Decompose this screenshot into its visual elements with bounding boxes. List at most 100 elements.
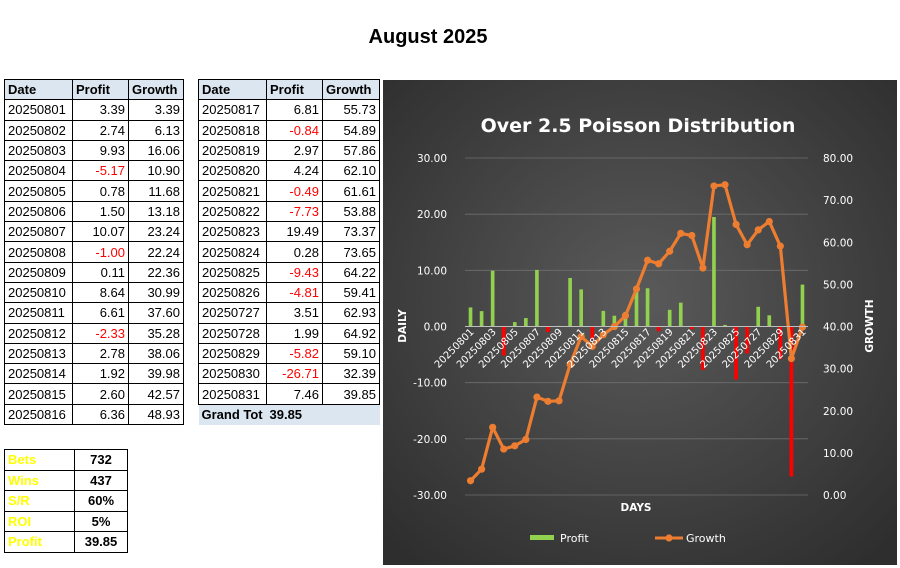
date-cell: 20250823: [198, 221, 267, 243]
growth-cell: 59.10: [322, 342, 380, 365]
y2-tick-label: 40.00: [823, 322, 853, 334]
growth-point: [688, 231, 696, 240]
grand-total-row: Grand Tot 39.85: [198, 404, 380, 425]
y-tick-label: -10.00: [413, 378, 447, 390]
growth-point: [643, 256, 652, 264]
y2-tick-label: 30.00: [823, 364, 853, 376]
profit-bar: [479, 311, 484, 327]
growth-point: [732, 220, 740, 229]
growth-cell: 73.65: [322, 241, 380, 263]
y-tick-label: -20.00: [413, 434, 447, 446]
growth-point: [721, 181, 729, 189]
growth-point: [677, 229, 685, 238]
profit-cell: 3.51: [266, 302, 323, 324]
date-cell: 20250809: [4, 261, 73, 283]
growth-cell: 22.36: [128, 261, 184, 283]
profit-cell: 10.07: [72, 221, 129, 243]
legend-marker-growth: [665, 534, 673, 542]
profit-cell: 2.60: [72, 383, 129, 405]
date-cell: 20250810: [4, 281, 73, 304]
profit-bar: [701, 326, 705, 370]
y-tick-label: 10.00: [417, 265, 447, 277]
table-row: 20250727 3.51 62.93: [198, 302, 380, 324]
table-row: 20250809 0.11 22.36: [4, 261, 184, 283]
date-cell: 20250805: [4, 180, 73, 202]
growth-point: [776, 242, 784, 250]
date-cell: 20250824: [198, 241, 267, 263]
growth-cell: 6.13: [128, 119, 184, 141]
grand-total-value: 39.85: [266, 404, 323, 425]
profit-cell: -26.71: [266, 363, 323, 385]
chart-panel: Over 2.5 Poisson Distribution 30.00 20.00…: [383, 80, 897, 565]
profit-cell: 2.97: [266, 139, 323, 162]
growth-cell: 61.61: [322, 180, 380, 202]
header-profit: Profit: [266, 78, 323, 101]
profit-bar: [468, 307, 473, 327]
profit-bar: [667, 309, 672, 327]
summary-value: 5%: [74, 510, 128, 532]
profit-cell: 1.92: [72, 363, 129, 385]
table-header-row: Date Profit Growth: [4, 78, 184, 101]
profit-bar: [579, 289, 584, 327]
profit-cell: 8.64: [72, 281, 129, 304]
growth-point: [798, 323, 807, 331]
date-cell: 20250806: [4, 200, 73, 223]
profit-cell: -0.49: [266, 180, 323, 202]
y2-tick-label: 50.00: [823, 279, 853, 291]
date-cell: 20250815: [4, 383, 73, 405]
profit-bar: [734, 326, 738, 380]
summary-label: Wins: [4, 469, 75, 491]
summary-row: S/R 60%: [4, 490, 128, 512]
table-row: 20250818 -0.84 54.89: [198, 119, 380, 141]
profit-cell: 1.99: [266, 322, 323, 344]
profit-cell: -0.84: [266, 119, 323, 141]
profit-cell: -5.17: [72, 160, 129, 182]
date-cell: 20250820: [198, 160, 267, 182]
table-row: 20250804 -5.17 10.90: [4, 160, 184, 182]
results-table-right: Date Profit Growth 20250817 6.81 55.73 2025…: [198, 78, 380, 425]
table-row: 20250817 6.81 55.73: [198, 99, 380, 121]
profit-bar: [778, 326, 783, 360]
legend-label-growth: Growth: [686, 532, 726, 545]
grand-total-label: Grand Tot: [198, 404, 267, 425]
table-row: 20250821 -0.49 61.61: [198, 180, 380, 202]
profit-bar: [612, 315, 617, 327]
profit-cell: -2.33: [72, 322, 129, 344]
table-row: 20250823 19.49 73.37: [198, 221, 380, 243]
profit-cell: 4.24: [266, 160, 323, 182]
growth-point: [710, 182, 718, 190]
table-row: 20250819 2.97 57.86: [198, 139, 380, 162]
growth-point: [754, 226, 762, 234]
growth-cell: 39.98: [128, 363, 184, 385]
summary-row: Wins 437: [4, 469, 128, 491]
page-title: August 2025: [368, 26, 488, 48]
profit-cell: 1.50: [72, 200, 129, 223]
profit-bar: [524, 318, 528, 327]
y2-tick-label: 60.00: [823, 237, 853, 249]
profit-bar: [767, 315, 772, 327]
profit-cell: 6.81: [266, 99, 323, 121]
growth-cell: 35.28: [128, 322, 184, 344]
growth-cell: 23.24: [128, 221, 184, 243]
growth-point: [632, 285, 641, 293]
growth-cell: 73.37: [322, 221, 380, 243]
date-cell: 20250817: [198, 99, 267, 121]
growth-point: [699, 264, 707, 272]
table-row: 20250806 1.50 13.18: [4, 200, 184, 223]
summary-value: 437: [74, 469, 128, 491]
table-row: 20250811 6.61 37.60: [4, 302, 184, 324]
profit-cell: 2.78: [72, 342, 129, 365]
date-cell: 20250802: [4, 119, 73, 141]
profit-cell: -9.43: [266, 261, 323, 283]
growth-point: [621, 312, 630, 320]
date-cell: 20250728: [198, 322, 267, 344]
growth-cell: 37.60: [128, 302, 184, 324]
profit-bar: [546, 326, 550, 333]
table-row: 20250814 1.92 39.98: [4, 363, 184, 385]
growth-cell: 48.93: [128, 403, 184, 426]
table-row: 20250825 -9.43 64.22: [198, 261, 380, 283]
profit-bar: [723, 324, 727, 327]
profit-bar: [656, 326, 661, 332]
table-row: 20250822 -7.73 53.88: [198, 200, 380, 223]
profit-bar: [490, 270, 495, 327]
